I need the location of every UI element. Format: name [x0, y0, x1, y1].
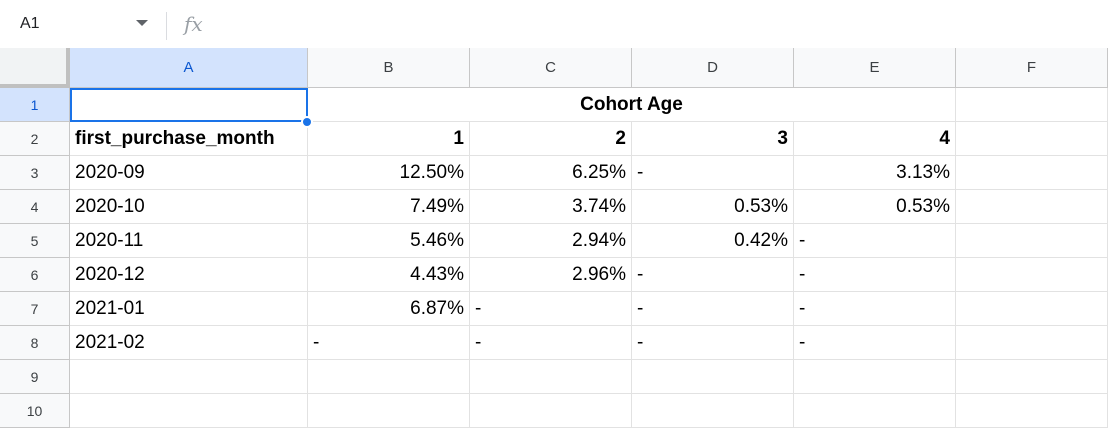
table-cell[interactable]: 2020-10	[70, 190, 308, 224]
table-cell[interactable]: -	[632, 292, 794, 326]
column-header-f[interactable]: F	[956, 48, 1108, 88]
empty-cell[interactable]	[956, 292, 1108, 326]
table-cell[interactable]: 4.43%	[308, 258, 470, 292]
empty-cell[interactable]	[956, 224, 1108, 258]
table-cell[interactable]: 12.50%	[308, 156, 470, 190]
table-cell[interactable]: 7.49%	[308, 190, 470, 224]
column-header-a[interactable]: A	[70, 48, 308, 88]
table-cell[interactable]: 3.13%	[794, 156, 956, 190]
empty-cell[interactable]	[956, 190, 1108, 224]
row-header-4[interactable]: 4	[0, 190, 70, 224]
formula-bar: A1 fx	[0, 0, 1108, 49]
fill-handle[interactable]	[301, 116, 313, 128]
header-cell[interactable]: 1	[308, 122, 470, 156]
table-cell[interactable]: -	[470, 292, 632, 326]
table-cell[interactable]: 2021-01	[70, 292, 308, 326]
table-cell[interactable]: 0.42%	[632, 224, 794, 258]
select-all-corner[interactable]	[0, 48, 70, 88]
cell-f2[interactable]	[956, 122, 1108, 156]
empty-cell[interactable]	[794, 394, 956, 428]
column-header-b[interactable]: B	[308, 48, 470, 88]
table-cell[interactable]: 2.96%	[470, 258, 632, 292]
column-header-e[interactable]: E	[794, 48, 956, 88]
chevron-down-icon[interactable]	[136, 20, 148, 26]
row-header-2[interactable]: 2	[0, 122, 70, 156]
function-icon: fx	[184, 12, 203, 36]
empty-cell[interactable]	[70, 360, 308, 394]
table-cell[interactable]: 0.53%	[632, 190, 794, 224]
table-cell[interactable]: -	[632, 156, 794, 190]
header-cell[interactable]: 3	[632, 122, 794, 156]
column-header-c[interactable]: C	[470, 48, 632, 88]
empty-cell[interactable]	[632, 394, 794, 428]
table-cell[interactable]: 6.87%	[308, 292, 470, 326]
empty-cell[interactable]	[956, 326, 1108, 360]
empty-cell[interactable]	[308, 360, 470, 394]
table-cell[interactable]: -	[794, 224, 956, 258]
row-header-8[interactable]: 8	[0, 326, 70, 360]
empty-cell[interactable]	[956, 258, 1108, 292]
name-box-ref: A1	[20, 15, 40, 32]
header-cell[interactable]: 4	[794, 122, 956, 156]
cell-a1[interactable]	[70, 88, 308, 122]
table-cell[interactable]: -	[794, 292, 956, 326]
row-header-1[interactable]: 1	[0, 88, 70, 122]
table-cell[interactable]: 0.53%	[794, 190, 956, 224]
row-header-5[interactable]: 5	[0, 224, 70, 258]
table-cell[interactable]: -	[632, 258, 794, 292]
table-cell[interactable]: 2020-12	[70, 258, 308, 292]
empty-cell[interactable]	[308, 394, 470, 428]
table-cell[interactable]: -	[308, 326, 470, 360]
row-header-9[interactable]: 9	[0, 360, 70, 394]
empty-cell[interactable]	[956, 360, 1108, 394]
row-header-7[interactable]: 7	[0, 292, 70, 326]
empty-cell[interactable]	[956, 394, 1108, 428]
table-cell[interactable]: 6.25%	[470, 156, 632, 190]
table-cell[interactable]: 2.94%	[470, 224, 632, 258]
table-cell[interactable]: 5.46%	[308, 224, 470, 258]
cell-f1[interactable]	[956, 88, 1108, 122]
header-cell[interactable]: first_purchase_month	[70, 122, 308, 156]
empty-cell[interactable]	[70, 394, 308, 428]
table-cell[interactable]: 2020-09	[70, 156, 308, 190]
table-cell[interactable]: -	[794, 326, 956, 360]
table-cell[interactable]: 3.74%	[470, 190, 632, 224]
table-cell[interactable]: -	[794, 258, 956, 292]
name-box[interactable]: A1	[0, 8, 160, 40]
column-header-d[interactable]: D	[632, 48, 794, 88]
table-cell[interactable]: 2020-11	[70, 224, 308, 258]
row-header-3[interactable]: 3	[0, 156, 70, 190]
formula-input[interactable]	[230, 8, 1090, 40]
table-cell[interactable]: -	[470, 326, 632, 360]
empty-cell[interactable]	[470, 394, 632, 428]
divider	[166, 12, 167, 40]
row-header-10[interactable]: 10	[0, 394, 70, 428]
table-cell[interactable]: 2021-02	[70, 326, 308, 360]
table-cell[interactable]: -	[632, 326, 794, 360]
empty-cell[interactable]	[632, 360, 794, 394]
empty-cell[interactable]	[794, 360, 956, 394]
row-header-6[interactable]: 6	[0, 258, 70, 292]
empty-cell[interactable]	[956, 156, 1108, 190]
merged-header-cohort-age[interactable]: Cohort Age	[308, 88, 956, 122]
header-cell[interactable]: 2	[470, 122, 632, 156]
empty-cell[interactable]	[470, 360, 632, 394]
